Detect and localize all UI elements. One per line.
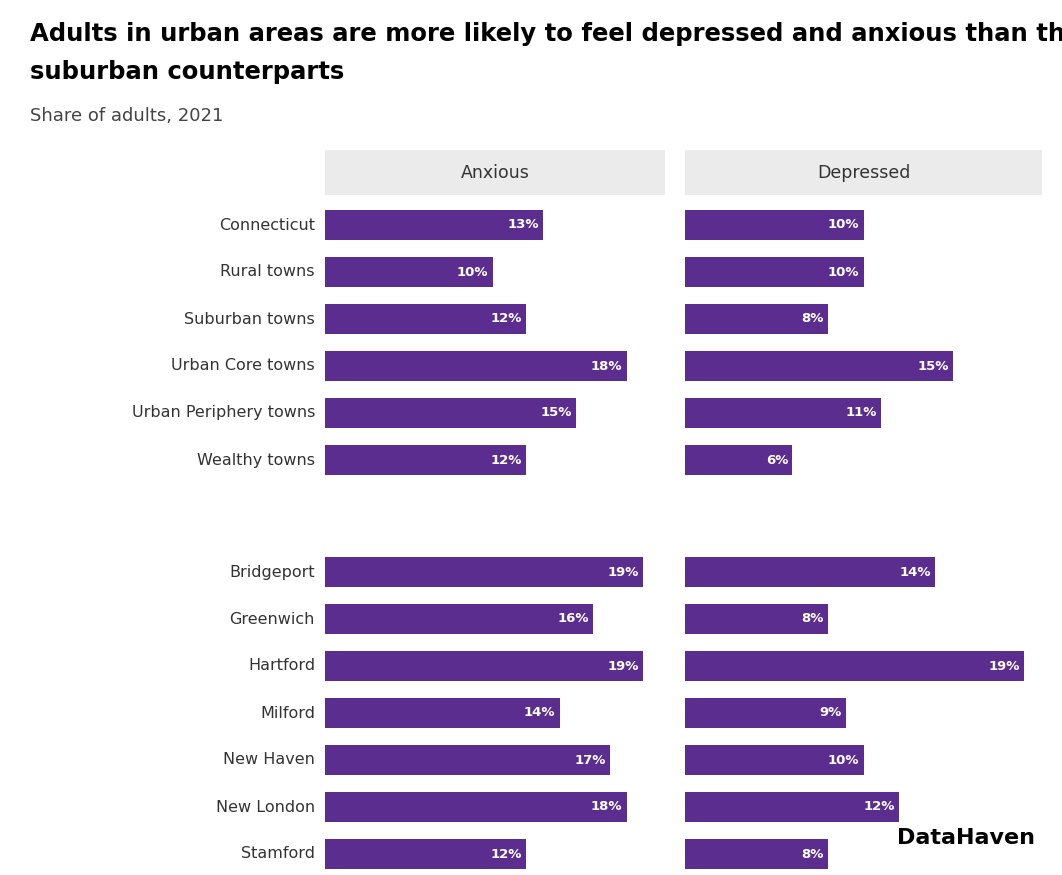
Text: Adults in urban areas are more likely to feel depressed and anxious than their: Adults in urban areas are more likely to… bbox=[30, 22, 1062, 46]
Text: 19%: 19% bbox=[607, 660, 639, 673]
Text: Wealthy towns: Wealthy towns bbox=[196, 452, 315, 467]
Bar bbox=[685, 150, 1042, 195]
Text: 11%: 11% bbox=[846, 407, 877, 419]
Bar bbox=[325, 150, 665, 195]
Text: 19%: 19% bbox=[989, 660, 1021, 673]
Text: 8%: 8% bbox=[802, 612, 824, 626]
Text: 17%: 17% bbox=[575, 753, 605, 766]
Text: 12%: 12% bbox=[491, 312, 523, 326]
Bar bbox=[325, 257, 493, 287]
Bar bbox=[685, 257, 863, 287]
Text: 15%: 15% bbox=[541, 407, 572, 419]
Text: Greenwich: Greenwich bbox=[229, 612, 315, 626]
Bar bbox=[325, 398, 577, 428]
Text: Share of adults, 2021: Share of adults, 2021 bbox=[30, 107, 223, 125]
Bar bbox=[325, 210, 543, 240]
Text: Bridgeport: Bridgeport bbox=[229, 564, 315, 579]
Text: 12%: 12% bbox=[491, 453, 523, 466]
Text: 15%: 15% bbox=[918, 360, 948, 373]
Text: 14%: 14% bbox=[524, 706, 555, 719]
Text: 10%: 10% bbox=[828, 753, 859, 766]
Text: 12%: 12% bbox=[863, 801, 895, 814]
Text: 10%: 10% bbox=[828, 219, 859, 232]
Text: Connecticut: Connecticut bbox=[219, 218, 315, 233]
Bar bbox=[325, 351, 627, 381]
Bar bbox=[685, 651, 1024, 681]
Bar bbox=[325, 604, 593, 634]
Text: Suburban towns: Suburban towns bbox=[184, 312, 315, 326]
Bar bbox=[325, 792, 627, 822]
Bar bbox=[685, 792, 900, 822]
Text: 14%: 14% bbox=[900, 565, 931, 578]
Bar bbox=[325, 698, 560, 728]
Bar bbox=[685, 604, 827, 634]
Text: Stamford: Stamford bbox=[241, 846, 315, 862]
Bar bbox=[685, 745, 863, 775]
Bar bbox=[325, 651, 644, 681]
Text: Rural towns: Rural towns bbox=[221, 264, 315, 279]
Text: 16%: 16% bbox=[558, 612, 589, 626]
Bar bbox=[685, 351, 953, 381]
Text: 13%: 13% bbox=[508, 219, 538, 232]
Bar bbox=[325, 745, 610, 775]
Bar bbox=[685, 398, 881, 428]
Bar bbox=[685, 445, 792, 475]
Text: 6%: 6% bbox=[766, 453, 788, 466]
Text: 18%: 18% bbox=[590, 360, 622, 373]
Bar bbox=[685, 304, 827, 334]
Bar bbox=[325, 839, 526, 869]
Bar bbox=[325, 557, 644, 587]
Text: 10%: 10% bbox=[457, 265, 489, 278]
Bar bbox=[685, 210, 863, 240]
Text: New Haven: New Haven bbox=[223, 752, 315, 767]
Bar bbox=[325, 445, 526, 475]
Text: DataHaven: DataHaven bbox=[897, 828, 1035, 848]
Text: Urban Core towns: Urban Core towns bbox=[171, 359, 315, 374]
Text: New London: New London bbox=[216, 800, 315, 815]
Text: Anxious: Anxious bbox=[461, 164, 530, 181]
Bar bbox=[325, 304, 526, 334]
Text: suburban counterparts: suburban counterparts bbox=[30, 60, 344, 84]
Text: Urban Periphery towns: Urban Periphery towns bbox=[132, 405, 315, 421]
Text: Milford: Milford bbox=[260, 705, 315, 720]
Bar bbox=[685, 839, 827, 869]
Text: 12%: 12% bbox=[491, 848, 523, 860]
Text: Depressed: Depressed bbox=[817, 164, 910, 181]
Text: 8%: 8% bbox=[802, 312, 824, 326]
Text: 19%: 19% bbox=[607, 565, 639, 578]
Text: Hartford: Hartford bbox=[247, 659, 315, 674]
Bar bbox=[685, 557, 935, 587]
Text: 8%: 8% bbox=[802, 848, 824, 860]
Bar bbox=[685, 698, 845, 728]
Text: 10%: 10% bbox=[828, 265, 859, 278]
Text: 18%: 18% bbox=[590, 801, 622, 814]
Text: 9%: 9% bbox=[820, 706, 842, 719]
